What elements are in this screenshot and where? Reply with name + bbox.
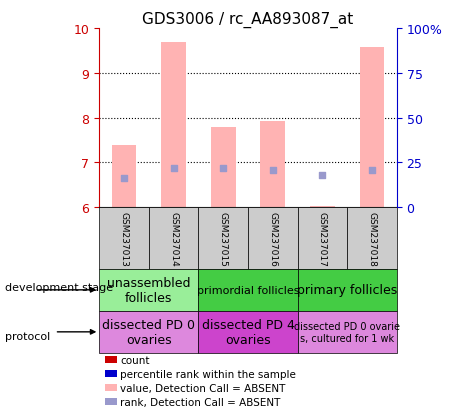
Text: value, Detection Call = ABSENT: value, Detection Call = ABSENT — [120, 383, 285, 393]
Text: GSM237018: GSM237018 — [368, 211, 377, 266]
Text: GSM237016: GSM237016 — [268, 211, 277, 266]
Bar — [105, 356, 117, 363]
Bar — [211, 128, 235, 208]
Text: dissected PD 4
ovaries: dissected PD 4 ovaries — [202, 318, 295, 346]
Bar — [161, 43, 186, 208]
Text: protocol: protocol — [5, 332, 50, 342]
Text: percentile rank within the sample: percentile rank within the sample — [120, 369, 296, 379]
Text: GSM237014: GSM237014 — [169, 211, 178, 266]
Bar — [198, 208, 248, 269]
Bar — [198, 311, 298, 353]
Bar — [359, 47, 384, 208]
Text: primary follicles: primary follicles — [297, 284, 397, 297]
Text: dissected PD 0 ovarie
s, cultured for 1 wk: dissected PD 0 ovarie s, cultured for 1 … — [294, 321, 400, 343]
Bar — [198, 269, 298, 311]
Bar — [105, 370, 117, 377]
Point — [170, 165, 177, 172]
Point — [220, 166, 227, 172]
Bar — [99, 311, 198, 353]
Point — [120, 176, 128, 182]
Text: rank, Detection Call = ABSENT: rank, Detection Call = ABSENT — [120, 396, 281, 406]
Bar — [149, 208, 198, 269]
Text: GSM237017: GSM237017 — [318, 211, 327, 266]
Bar — [99, 208, 149, 269]
Text: GSM237015: GSM237015 — [219, 211, 228, 266]
Text: dissected PD 0
ovaries: dissected PD 0 ovaries — [102, 318, 195, 346]
Point — [368, 167, 376, 173]
Bar — [105, 398, 117, 406]
Bar — [298, 269, 397, 311]
Bar — [310, 207, 335, 208]
Text: unassembled
follicles: unassembled follicles — [107, 276, 191, 304]
Bar — [248, 208, 298, 269]
Bar — [261, 122, 285, 208]
Bar — [105, 384, 117, 392]
Point — [269, 167, 276, 174]
Point — [319, 172, 326, 178]
Bar — [298, 208, 347, 269]
Title: GDS3006 / rc_AA893087_at: GDS3006 / rc_AA893087_at — [143, 12, 354, 28]
Text: count: count — [120, 355, 150, 365]
Text: development stage: development stage — [5, 282, 113, 292]
Bar — [111, 146, 136, 208]
Bar — [347, 208, 397, 269]
Text: primordial follicles: primordial follicles — [197, 285, 299, 295]
Bar — [298, 311, 397, 353]
Bar — [99, 269, 198, 311]
Text: GSM237013: GSM237013 — [120, 211, 129, 266]
